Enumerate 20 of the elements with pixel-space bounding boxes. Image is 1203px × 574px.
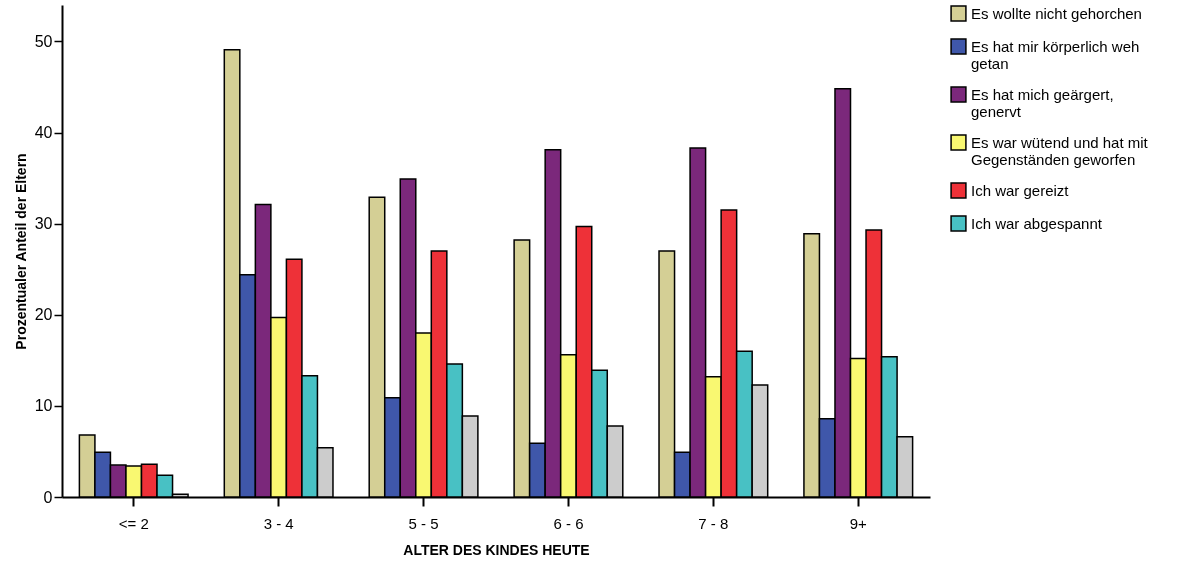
x-tick-label: 7 - 8 xyxy=(698,514,729,532)
x-tick-label: <= 2 xyxy=(118,514,149,532)
legend-label: Es war wütend und hat mit Gegenständen geworfen xyxy=(971,133,1149,168)
x-axis-title: ALTER DES KINDES HEUTE xyxy=(403,541,590,558)
y-tick-label: 50 xyxy=(34,32,53,50)
x-tick-label: 6 - 6 xyxy=(553,514,584,532)
legend-label: Es hat mich geärgert, genervt xyxy=(971,85,1114,120)
x-tick-label: 3 - 4 xyxy=(263,514,294,532)
y-tick-label: 30 xyxy=(34,215,53,233)
y-tick-label: 10 xyxy=(34,397,53,415)
legend-label: Ich war gereizt xyxy=(971,181,1070,199)
y-tick-label: 0 xyxy=(43,488,53,506)
legend-label: Es hat mir körperlich weh getan xyxy=(971,37,1140,72)
x-tick-label: 5 - 5 xyxy=(408,514,439,532)
y-axis-title: Prozentualer Anteil der Eltern xyxy=(12,153,29,350)
legend-label: Es wollte nicht gehorchen xyxy=(971,4,1142,22)
y-tick-label: 20 xyxy=(34,306,53,324)
y-tick-label: 40 xyxy=(34,124,53,142)
legend-label: Ich war abgespannt xyxy=(971,214,1103,232)
x-tick-label: 9+ xyxy=(849,514,868,532)
